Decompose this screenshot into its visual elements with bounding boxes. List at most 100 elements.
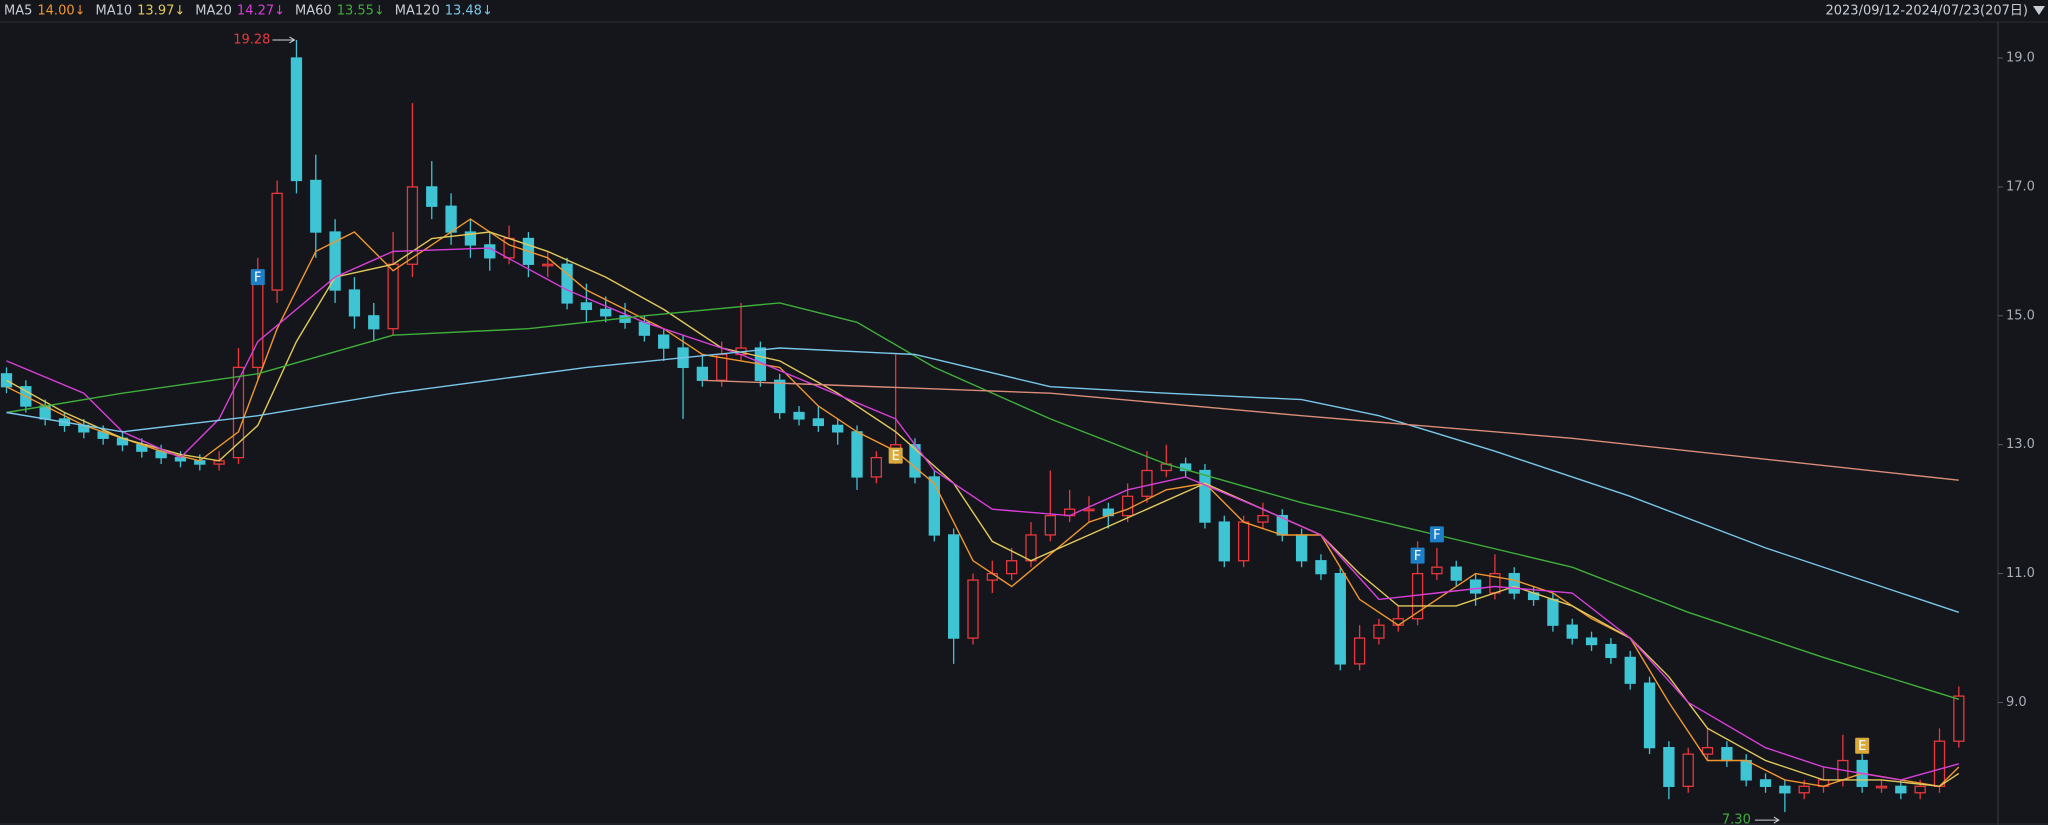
legend-value: 13.48↓ [445,4,493,19]
candle-body [310,179,322,233]
legend-name: MA10 [96,4,133,19]
candle-body [1315,560,1327,575]
candle-body [967,579,979,639]
candle-body [696,366,709,381]
candle-body [1914,785,1926,794]
candle-body [290,57,303,182]
candle-body [851,431,863,478]
candle-body [1875,785,1888,789]
candle-body [368,315,380,330]
candle-body [1953,695,1965,742]
candle-body [1006,560,1018,575]
event-badge [1410,547,1425,564]
candle-body [1237,521,1250,562]
event-label: F [1414,549,1421,564]
event-badge [250,269,265,286]
candle-body [1682,753,1694,787]
y-tick-label: 11.0 [2006,566,2035,581]
high-label: 19.28 [233,32,270,47]
y-tick-label: 13.0 [2006,437,2035,452]
candle-body [1450,566,1462,581]
ma-line [6,302,1960,700]
candle-body [1508,572,1520,594]
candle-body [1740,759,1752,781]
candle-body [986,572,998,581]
candle-body [1199,469,1211,523]
y-tick-label: 9.0 [2006,695,2027,710]
legend-value: 13.55↓ [337,4,385,19]
candle-body [271,192,283,291]
legend-value: 14.27↓ [237,4,285,19]
candle-body [1585,637,1598,646]
candle-body [1933,740,1946,787]
candle-body [1373,624,1385,639]
low-label: 7.30 [1722,813,1751,825]
candle-body [948,534,960,639]
candle-body [1257,514,1269,523]
candle-body [1141,469,1153,497]
candle-body [1334,572,1346,665]
candle-body [561,263,573,304]
candle-body [1759,779,1772,787]
candle-body [1624,656,1636,684]
candle-body [1179,463,1192,472]
legend-name: MA20 [195,4,232,19]
candle-body [542,263,554,267]
candle-body [0,373,13,388]
candle-body [1025,534,1037,562]
candle-body [406,186,419,265]
ma-line [6,231,1960,788]
candle-body [658,334,670,349]
candle-body [1547,598,1559,626]
candle-body [348,289,361,317]
candle-body [1605,643,1617,659]
event-label: E [892,449,900,464]
candle-body [1663,747,1675,787]
candle-body [1121,495,1134,517]
legend-name: MA5 [4,4,32,19]
date-range: 2023/09/12-2024/07/23(207日) [1825,4,2028,19]
candle-body [387,263,399,330]
candle-body [812,418,825,427]
candle-body [870,456,882,478]
legend-value: 13.97↓ [137,4,185,19]
y-tick-label: 17.0 [2006,179,2035,194]
ma-line [702,379,1959,481]
candle-body [1295,534,1308,562]
legend-value: 14.00↓ [37,4,85,19]
candle-body [1218,521,1230,562]
candle-body [252,282,264,369]
candle-body [464,231,477,246]
y-tick-label: 15.0 [2006,308,2035,323]
candle-body [1643,682,1656,749]
candle-body [503,237,515,259]
event-label: F [1433,528,1440,543]
event-badge [888,447,903,464]
candle-body [1353,637,1366,665]
candle-body [445,205,457,233]
candle-body [1566,624,1578,639]
event-label: F [254,271,261,286]
candle-body [329,231,341,291]
candle-body [774,379,786,414]
candle-body [1701,747,1714,755]
candle-body [484,244,496,259]
candle-body [1431,566,1443,575]
candle-body [426,186,438,207]
legend-name: MA120 [395,4,440,19]
low-arrow [1754,816,1780,824]
legend-name: MA60 [295,4,332,19]
candle-body [1392,618,1404,626]
candle-body [580,302,593,311]
candle-body [1798,785,1810,794]
dropdown-arrow[interactable] [2033,6,2045,15]
ma-line [6,218,1960,788]
candle-body [1469,579,1482,594]
candle-body [1779,785,1791,794]
y-tick-label: 19.0 [2006,51,2035,66]
candle-body [793,411,805,420]
ma-line [6,347,1960,613]
candle-body [600,308,612,317]
